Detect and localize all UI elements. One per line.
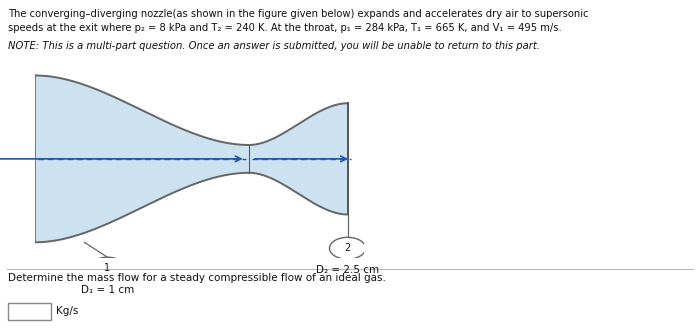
Text: Kg/s: Kg/s [56,306,78,316]
Text: speeds at the exit where p₂ = 8 kPa and T₂ = 240 K. At the throat, p₁ = 284 kPa,: speeds at the exit where p₂ = 8 kPa and … [8,23,561,33]
Text: The converging–diverging nozzle(as shown in the figure given below) expands and : The converging–diverging nozzle(as shown… [8,9,589,19]
Text: D₂ = 2.5 cm: D₂ = 2.5 cm [316,265,379,275]
Text: D₁ = 1 cm: D₁ = 1 cm [80,285,134,295]
Polygon shape [35,75,347,242]
Text: 2: 2 [344,243,351,253]
Text: Determine the mass flow for a steady compressible flow of an ideal gas.: Determine the mass flow for a steady com… [8,273,386,283]
FancyBboxPatch shape [8,303,50,319]
Text: NOTE: This is a multi-part question. Once an answer is submitted, you will be un: NOTE: This is a multi-part question. Onc… [8,41,540,51]
Text: 1: 1 [104,263,111,273]
